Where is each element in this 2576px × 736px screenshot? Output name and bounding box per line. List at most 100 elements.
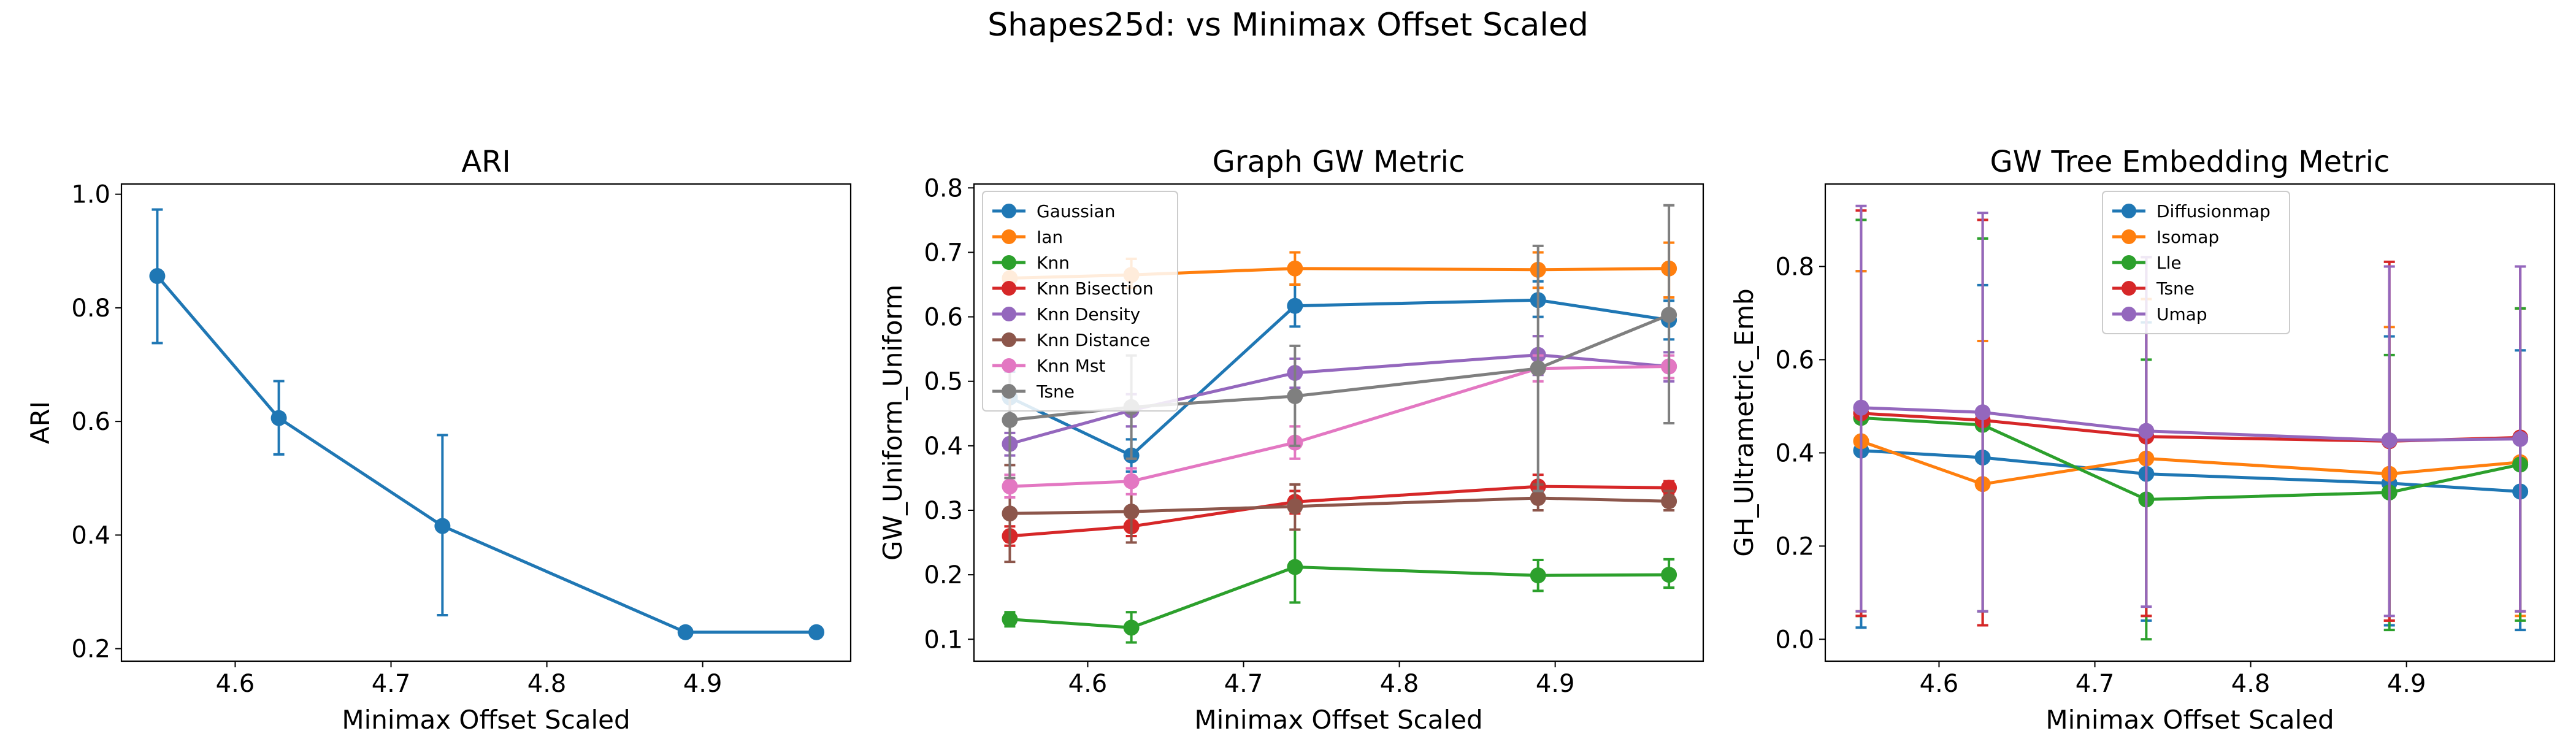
graph-gw-series-gaussian-point <box>1287 297 1303 314</box>
graph-gw-legend: Gaussian Ian Knn Knn Bisection Knn Density Kn… <box>982 191 1178 412</box>
graph-gw-legend-marker <box>1002 384 1016 399</box>
ari-series-0-point <box>434 518 451 534</box>
graph-gw-y-tick-label: 0.4 <box>924 432 963 461</box>
gw-tree-panel-title: GW Tree Embedding Metric <box>1990 145 2390 179</box>
gw-tree-legend-marker <box>2122 281 2136 296</box>
gw-tree-x-tick-label: 4.7 <box>2076 670 2115 698</box>
ari-x-tick-label: 4.8 <box>527 670 567 698</box>
graph-gw-series-knn-point <box>1530 567 1546 584</box>
ari-x-axis-label: Minimax Offset Scaled <box>342 705 630 735</box>
gw-tree-series-umap-point <box>2512 431 2529 447</box>
graph-gw-legend-frame <box>982 191 1178 412</box>
gw-tree-y-tick-label: 0.0 <box>1775 626 1814 654</box>
gw-tree-series-umap-point <box>1853 399 1869 416</box>
graph-gw-series-knn-distance-point <box>1002 505 1018 522</box>
graph-gw-series-tsne-point <box>1530 360 1546 377</box>
gw-tree-legend-marker <box>2122 255 2136 270</box>
graph-gw-y-tick-label: 0.3 <box>924 497 963 525</box>
ari-series-0-point <box>808 624 825 640</box>
graph-gw-x-tick-label: 4.6 <box>1068 670 1108 698</box>
graph-gw-series-knn <box>1002 528 1677 644</box>
ari-y-tick-label: 0.4 <box>71 521 110 550</box>
graph-gw-series-knn-distance-point <box>1530 490 1546 507</box>
graph-gw-y-tick-label: 0.2 <box>924 561 963 589</box>
graph-gw-legend-marker <box>1002 358 1016 373</box>
ari-y-tick-label: 0.6 <box>71 408 110 436</box>
gw-tree-legend-marker <box>2122 229 2136 244</box>
ari-x-tick-label: 4.7 <box>372 670 411 698</box>
ari-panel-title: ARI <box>461 145 510 179</box>
gw-tree-y-tick-label: 0.6 <box>1775 346 1814 374</box>
graph-gw-legend-label-knn-density: Knn Density <box>1037 304 1140 324</box>
graph-gw-legend-label-knn-distance: Knn Distance <box>1037 330 1150 350</box>
graph-gw-series-knn-point <box>1123 619 1140 636</box>
gw-tree-series-umap <box>1853 204 2529 618</box>
graph-gw-series-tsne-point <box>1661 307 1677 323</box>
panel-graph-gw-metric: 4.6 4.7 4.8 4.9 0.1 0.2 0.3 0.4 0.5 0.6 0.7 0.8 Mini… <box>878 145 1704 735</box>
graph-gw-legend-label-ian: Ian <box>1037 227 1063 247</box>
ari-axes-frame <box>120 183 852 662</box>
gw-tree-series-umap-point <box>2381 432 2398 448</box>
graph-gw-y-tick-label: 0.6 <box>924 304 963 332</box>
graph-gw-legend-marker <box>1002 255 1016 270</box>
gw-tree-legend-label-umap: Umap <box>2156 304 2207 324</box>
ari-x-tick-label: 4.9 <box>683 670 723 698</box>
graph-gw-x-tick-label: 4.9 <box>1536 670 1575 698</box>
graph-gw-legend-label-knn: Knn <box>1037 253 1070 273</box>
gw-tree-legend-label-isomap: Isomap <box>2156 227 2219 247</box>
gw-tree-legend-marker <box>2122 307 2136 321</box>
gw-tree-legend-frame <box>2102 191 2290 334</box>
gw-tree-legend-label-tsne: Tsne <box>2156 278 2195 299</box>
graph-gw-series-knn-mst-point <box>1002 478 1018 495</box>
gw-tree-legend-label-diffusionmap: Diffusionmap <box>2156 201 2271 221</box>
ari-y-axis-label: ARI <box>25 401 55 444</box>
graph-gw-legend-marker <box>1002 229 1016 244</box>
gw-tree-series-umap-point <box>1974 404 1991 421</box>
graph-gw-y-tick-label: 0.1 <box>924 626 963 654</box>
graph-gw-legend-label-knn-mst: Knn Mst <box>1037 356 1106 376</box>
graph-gw-series-knn-distance-point <box>1661 493 1677 510</box>
graph-gw-series-knn-point <box>1661 567 1677 583</box>
gw-tree-y-tick-label: 0.2 <box>1775 532 1814 561</box>
graph-gw-y-tick-label: 0.5 <box>924 368 963 396</box>
graph-gw-legend-marker <box>1002 307 1016 321</box>
graph-gw-axes-frame <box>973 183 1704 662</box>
graph-gw-x-axis-label: Minimax Offset Scaled <box>1194 705 1482 735</box>
graph-gw-legend-label-knn-bisection: Knn Bisection <box>1037 278 1154 299</box>
graph-gw-y-axis-label: GW_Uniform_Uniform <box>878 285 908 561</box>
graph-gw-y-tick-label: 0.8 <box>924 174 963 202</box>
graph-gw-series-knn-point <box>1287 559 1303 575</box>
gw-tree-x-tick-label: 4.8 <box>2231 670 2271 698</box>
graph-gw-legend-marker <box>1002 281 1016 296</box>
ari-series-0-point <box>149 268 166 285</box>
graph-gw-y-tick-label: 0.7 <box>924 239 963 267</box>
panel-gw-tree-embedding-metric: 4.6 4.7 4.8 4.9 0.0 0.2 0.4 0.6 0.8 Minimax Offse… <box>1729 145 2556 735</box>
gw-tree-x-tick-label: 4.6 <box>1920 670 1959 698</box>
gw-tree-legend-marker <box>2122 204 2136 218</box>
gw-tree-axes-frame <box>1824 183 2556 662</box>
ari-series-0-point <box>270 410 287 426</box>
panel-ari: 4.6 4.7 4.8 4.9 0.2 0.4 0.6 0.8 1.0 Minimax Offse… <box>25 145 852 735</box>
ari-series-0 <box>149 208 825 640</box>
ari-y-tick-label: 0.8 <box>71 294 110 323</box>
gw-tree-y-axis-label: GH_Ultrametric_Emb <box>1729 288 1759 556</box>
graph-gw-series-tsne-point <box>1002 412 1018 428</box>
ari-y-tick-label: 0.2 <box>71 635 110 664</box>
gw-tree-y-tick-label: 0.8 <box>1775 253 1814 281</box>
graph-gw-x-tick-label: 4.7 <box>1224 670 1263 698</box>
graph-gw-legend-marker <box>1002 204 1016 218</box>
graph-gw-series-knn-mst-point <box>1123 473 1140 489</box>
gw-tree-x-axis-label: Minimax Offset Scaled <box>2045 705 2334 735</box>
gw-tree-x-tick-label: 4.9 <box>2387 670 2426 698</box>
graph-gw-series-knn-point <box>1002 611 1018 627</box>
graph-gw-series-ian-point <box>1287 260 1303 277</box>
graph-gw-series-tsne-point <box>1287 388 1303 404</box>
graph-gw-series-knn-distance-point <box>1287 498 1303 515</box>
figure-suptitle: Shapes25d: vs Minimax Offset Scaled <box>987 7 1589 44</box>
graph-gw-panel-title: Graph GW Metric <box>1213 145 1465 179</box>
gw-tree-y-tick-label: 0.4 <box>1775 439 1814 467</box>
graph-gw-series-knn-distance-point <box>1123 504 1140 520</box>
graph-gw-legend-label-tsne: Tsne <box>1036 381 1075 402</box>
